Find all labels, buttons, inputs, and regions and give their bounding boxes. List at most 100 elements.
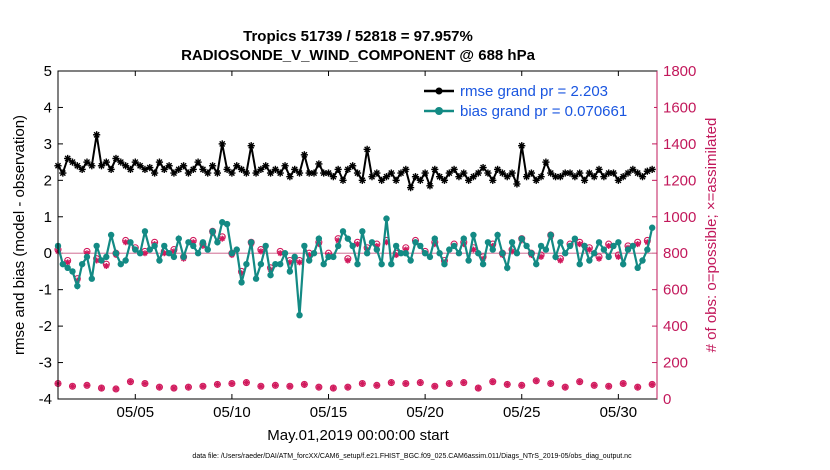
rmse-point xyxy=(170,169,178,177)
obs-possible-low-marker xyxy=(431,382,439,390)
y-right-tick-label: 1600 xyxy=(663,99,696,116)
bias-point xyxy=(252,275,260,282)
rmse-point-stroke xyxy=(190,166,197,173)
obs-assimilated-low-marker xyxy=(490,379,496,385)
bias-point xyxy=(233,246,240,253)
rmse-point xyxy=(638,173,647,181)
rmse-point-stroke xyxy=(576,170,583,177)
bias-point xyxy=(407,257,414,264)
x-tick-labels: 05/05 05/10 05/15 05/20 05/25 05/30 xyxy=(117,404,638,421)
obs-assimilated-low-marker xyxy=(388,380,394,386)
bias-point xyxy=(508,239,516,246)
obs-assimilated-marker xyxy=(586,246,593,253)
obs-possible-low-marker xyxy=(518,381,526,389)
rmse-point xyxy=(609,169,618,177)
obs-possible-low-marker xyxy=(387,379,395,387)
rmse-point xyxy=(228,169,236,177)
rmse-point xyxy=(315,160,323,168)
obs-assimilated-marker-stroke xyxy=(65,259,71,265)
bias-point xyxy=(354,260,361,268)
obs-possible-low-marker xyxy=(184,383,192,391)
rmse-point-stroke xyxy=(605,170,612,177)
y-tick-labels: -4 -3 -2 -1 0 1 2 3 4 5 xyxy=(39,63,52,408)
bias-point xyxy=(281,250,289,257)
rmse-point xyxy=(407,184,415,192)
obs-assimilated-low-marker xyxy=(243,380,249,386)
rmse-point xyxy=(450,165,458,173)
bias-point xyxy=(392,242,400,250)
rmse-point-stroke xyxy=(455,173,462,180)
rmse-point-stroke xyxy=(552,173,559,180)
obs-assimilated-low-marker xyxy=(562,384,568,390)
rmse-point xyxy=(629,165,637,173)
bias-point xyxy=(310,250,318,257)
rmse-point xyxy=(571,173,579,181)
rmse-point xyxy=(547,169,555,177)
rmse-point xyxy=(112,154,120,163)
obs-possible-low-marker xyxy=(358,379,366,388)
rmse-point-stroke xyxy=(571,173,578,180)
obs-assimilated-marker-stroke xyxy=(606,243,612,249)
rmse-point-stroke xyxy=(219,140,226,147)
obs-assimilated-marker xyxy=(64,259,71,266)
rmse-point-stroke xyxy=(349,162,356,169)
bias-point xyxy=(151,242,158,250)
bias-point xyxy=(180,253,187,261)
obs-possible-low-marker xyxy=(532,377,540,385)
obs-assimilated-low-marker-stroke xyxy=(302,382,307,387)
bias-point xyxy=(455,250,463,257)
rmse-point xyxy=(474,169,482,177)
rmse-point-stroke xyxy=(562,170,569,177)
bias-point xyxy=(146,246,153,253)
rmse-point xyxy=(252,169,260,177)
rmse-point-stroke xyxy=(494,166,501,173)
obs-assimilated-marker xyxy=(615,253,622,260)
rmse-point xyxy=(624,169,632,177)
rmse-point xyxy=(382,173,391,181)
bias-point xyxy=(219,219,226,226)
obs-assimilated-low-marker xyxy=(301,381,307,388)
rmse-point xyxy=(237,165,246,173)
obs-assimilated-low-marker-stroke xyxy=(186,384,191,390)
bias-point xyxy=(238,279,245,286)
y-right-tick-label: 1800 xyxy=(663,63,696,80)
rmse-point-stroke xyxy=(567,170,574,177)
obs-possible-low-marker xyxy=(199,382,207,390)
obs-assimilated-low-marker-stroke xyxy=(70,383,75,389)
obs-assimilated-low-marker xyxy=(316,384,322,390)
bias-point xyxy=(112,250,120,257)
obs-assimilated-marker-stroke xyxy=(258,248,264,255)
obs-possible-low-marker xyxy=(576,378,584,386)
rmse-point xyxy=(242,169,250,177)
rmse-point-stroke xyxy=(156,159,163,166)
obs-assimilated-low-marker xyxy=(432,383,438,389)
rmse-point-stroke xyxy=(629,166,636,173)
obs-assimilated-low-marker xyxy=(214,381,221,388)
rmse-point xyxy=(469,173,478,181)
rmse-point xyxy=(402,165,410,173)
obs-assimilated-low-marker xyxy=(113,386,119,392)
rmse-point-stroke xyxy=(74,162,81,169)
rmse-point-stroke xyxy=(325,170,332,177)
rmse-point xyxy=(595,165,603,173)
rmse-point xyxy=(431,165,439,173)
rmse-point xyxy=(445,169,453,177)
obs-assimilated-marker xyxy=(257,248,264,255)
y-right-tick-label: 0 xyxy=(663,391,671,408)
bias-point xyxy=(600,246,608,253)
obs-assimilated-marker-stroke xyxy=(161,250,167,256)
rmse-point xyxy=(344,165,352,173)
bias-point xyxy=(228,250,236,257)
rmse-point-stroke xyxy=(248,142,255,149)
rmse-point xyxy=(619,173,627,181)
obs-assimilated-low-marker-stroke xyxy=(446,381,452,386)
bias-point xyxy=(194,250,202,257)
obs-assimilated-low-marker-stroke xyxy=(548,381,554,386)
rmse-point-stroke xyxy=(586,170,593,177)
obs-assimilated-marker-stroke xyxy=(635,241,641,247)
rmse-point xyxy=(286,173,294,181)
rmse-point-stroke xyxy=(397,170,405,177)
bias-point xyxy=(624,246,632,253)
bias-point xyxy=(518,235,525,242)
obs-assimilated-low-marker xyxy=(359,380,365,387)
